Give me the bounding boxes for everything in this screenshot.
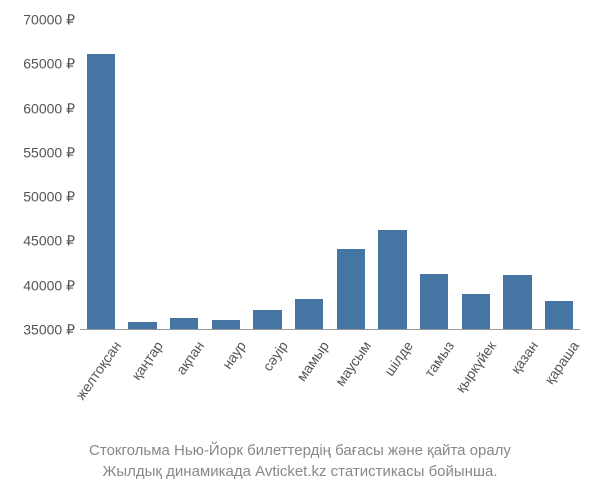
bar bbox=[462, 294, 490, 329]
y-tick-label: 70000 ₽ bbox=[23, 12, 75, 29]
caption-line-2: Жылдық динамикада Avticket.kz статистика… bbox=[0, 461, 600, 482]
bar bbox=[212, 320, 240, 329]
bar bbox=[420, 274, 448, 329]
plot-area: 35000 ₽40000 ₽45000 ₽50000 ₽55000 ₽60000… bbox=[80, 20, 580, 330]
bar bbox=[545, 301, 573, 329]
y-tick-label: 55000 ₽ bbox=[23, 144, 75, 161]
bar bbox=[295, 299, 323, 329]
y-tick-label: 50000 ₽ bbox=[23, 189, 75, 206]
y-tick-label: 35000 ₽ bbox=[23, 322, 75, 339]
y-tick-label: 60000 ₽ bbox=[23, 100, 75, 117]
chart-container: 35000 ₽40000 ₽45000 ₽50000 ₽55000 ₽60000… bbox=[80, 20, 580, 330]
bar bbox=[253, 310, 281, 329]
y-tick-label: 65000 ₽ bbox=[23, 56, 75, 73]
caption-line-1: Стокгольма Нью-Йорк билеттердің бағасы ж… bbox=[0, 440, 600, 461]
bar bbox=[128, 322, 156, 329]
bar bbox=[87, 54, 115, 329]
y-tick-label: 45000 ₽ bbox=[23, 233, 75, 250]
bar bbox=[170, 318, 198, 329]
y-tick-label: 40000 ₽ bbox=[23, 277, 75, 294]
bar bbox=[503, 275, 531, 329]
bar bbox=[337, 249, 365, 329]
bar bbox=[378, 230, 406, 329]
caption: Стокгольма Нью-Йорк билеттердің бағасы ж… bbox=[0, 440, 600, 482]
